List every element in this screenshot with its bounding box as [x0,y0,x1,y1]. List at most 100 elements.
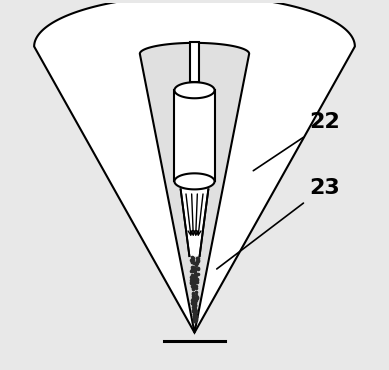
Point [192,302,198,307]
Point [191,279,198,285]
Point [194,294,200,300]
Point [195,257,202,263]
Point [191,311,197,317]
Point [193,309,199,315]
Point [194,276,200,282]
Point [194,260,200,266]
Point [189,279,195,285]
Point [191,285,197,290]
Point [194,277,200,283]
Point [189,300,196,306]
Point [189,254,195,260]
Point [193,272,200,278]
Point [194,255,201,261]
Point [192,269,198,275]
Point [191,300,198,306]
Point [191,300,197,306]
Point [193,283,199,289]
Point [192,306,198,312]
Point [194,295,200,301]
Point [191,273,197,279]
Point [189,256,195,262]
Point [194,279,201,285]
Point [191,304,197,310]
Point [193,308,199,314]
Point [190,264,196,270]
Point [193,260,199,266]
Point [188,268,194,274]
Point [190,255,196,261]
Point [189,259,195,265]
Point [193,279,199,285]
Polygon shape [34,0,355,333]
Point [189,266,195,272]
Point [189,296,196,302]
Point [190,286,196,292]
Point [190,290,196,296]
Point [193,316,199,322]
Point [188,257,194,263]
Bar [174,90,215,181]
Point [193,289,199,295]
Point [192,260,198,266]
Point [191,268,198,274]
Point [190,293,196,299]
Point [189,300,196,306]
Point [189,279,195,285]
Point [192,311,198,317]
Point [192,265,198,271]
Point [192,315,198,321]
Point [193,271,199,277]
Point [191,266,198,272]
Point [188,280,194,286]
Point [194,271,201,277]
Point [189,283,196,289]
Point [193,262,199,268]
Point [189,295,196,301]
Bar [191,42,198,82]
Point [190,300,196,306]
Point [189,272,196,278]
Point [189,297,196,303]
Point [192,316,198,322]
Point [192,318,198,324]
Point [190,257,196,263]
Point [192,271,198,277]
Point [191,311,198,317]
Point [191,318,198,324]
Point [190,309,196,314]
Point [189,276,195,282]
Polygon shape [140,43,249,333]
Point [189,264,195,270]
Point [190,301,196,307]
Point [190,291,196,297]
Point [192,302,198,308]
Point [193,313,199,319]
Point [195,258,201,264]
Point [191,296,197,302]
Point [192,295,198,300]
Point [193,313,199,319]
Point [190,284,196,290]
Point [191,313,197,319]
Point [190,297,196,303]
Point [194,258,201,264]
Point [191,313,197,319]
Point [189,268,195,274]
Point [188,277,194,283]
Point [190,285,196,291]
Point [195,266,201,272]
Point [193,297,199,303]
Point [193,292,199,298]
Text: 22: 22 [309,112,340,132]
Point [191,298,198,304]
Point [191,306,198,312]
Point [190,304,196,310]
Point [189,298,196,304]
Point [192,277,198,283]
Point [192,312,198,318]
Point [191,315,197,321]
Point [189,276,196,282]
Point [191,309,198,315]
Point [193,275,200,280]
